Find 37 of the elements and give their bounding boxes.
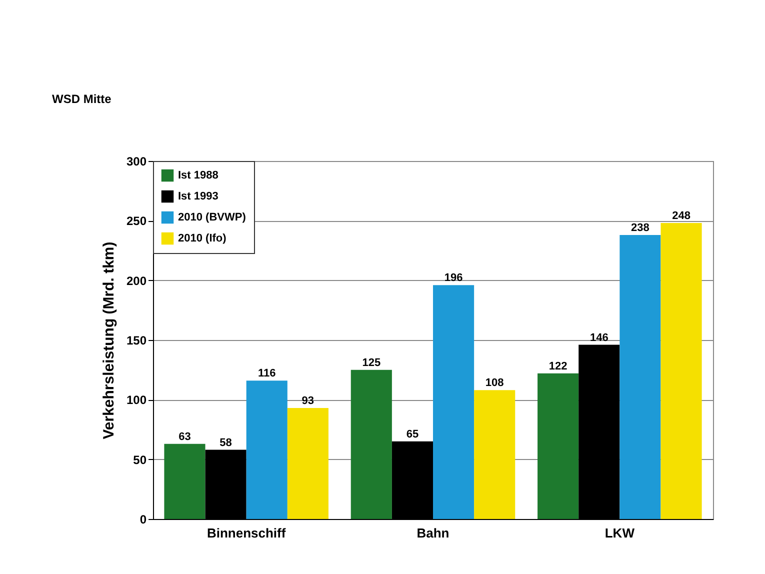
legend-label: Ist 1993	[178, 190, 218, 202]
bar	[620, 234, 661, 519]
legend-label: 2010 (BVWP)	[178, 212, 246, 224]
x-tick-label: LKW	[604, 526, 636, 540]
text: WSD Mitte	[52, 92, 112, 106]
bar	[350, 370, 392, 519]
y-tick-label: 250	[126, 214, 147, 228]
bar	[246, 380, 288, 519]
data-label: 238	[631, 222, 650, 234]
data-label: 125	[362, 356, 381, 369]
data-label: 248	[672, 210, 690, 222]
bar	[538, 373, 579, 519]
x-tick-label: Binnenschiff	[206, 526, 286, 540]
data-label: 93	[302, 395, 314, 408]
data-label: 196	[444, 272, 463, 284]
bar	[474, 390, 516, 519]
bar	[433, 285, 474, 519]
bar	[287, 408, 328, 519]
y-tick-label: 0	[140, 512, 147, 526]
y-axis-title: Verkehrsleistung (Mrd. tkm)	[100, 242, 118, 440]
y-tick-label: 50	[133, 452, 147, 467]
bar	[164, 444, 206, 519]
data-label: 108	[485, 377, 504, 390]
legend-label: 2010 (Ifo)	[178, 232, 227, 244]
bar	[660, 223, 702, 519]
data-label: 116	[258, 368, 276, 380]
y-tick-label: 100	[126, 393, 147, 408]
data-label: 65	[406, 428, 419, 440]
x-tick-label: Bahn	[416, 526, 450, 540]
data-label: 58	[220, 436, 232, 449]
y-tick-label: 300	[126, 154, 147, 168]
y-tick-label: 150	[126, 334, 147, 348]
data-label: 122	[548, 360, 568, 372]
data-label: 146	[590, 332, 608, 344]
legend-label: Ist 1988	[178, 170, 218, 182]
y-tick-label: 200	[126, 274, 147, 288]
data-label: 63	[178, 430, 191, 443]
